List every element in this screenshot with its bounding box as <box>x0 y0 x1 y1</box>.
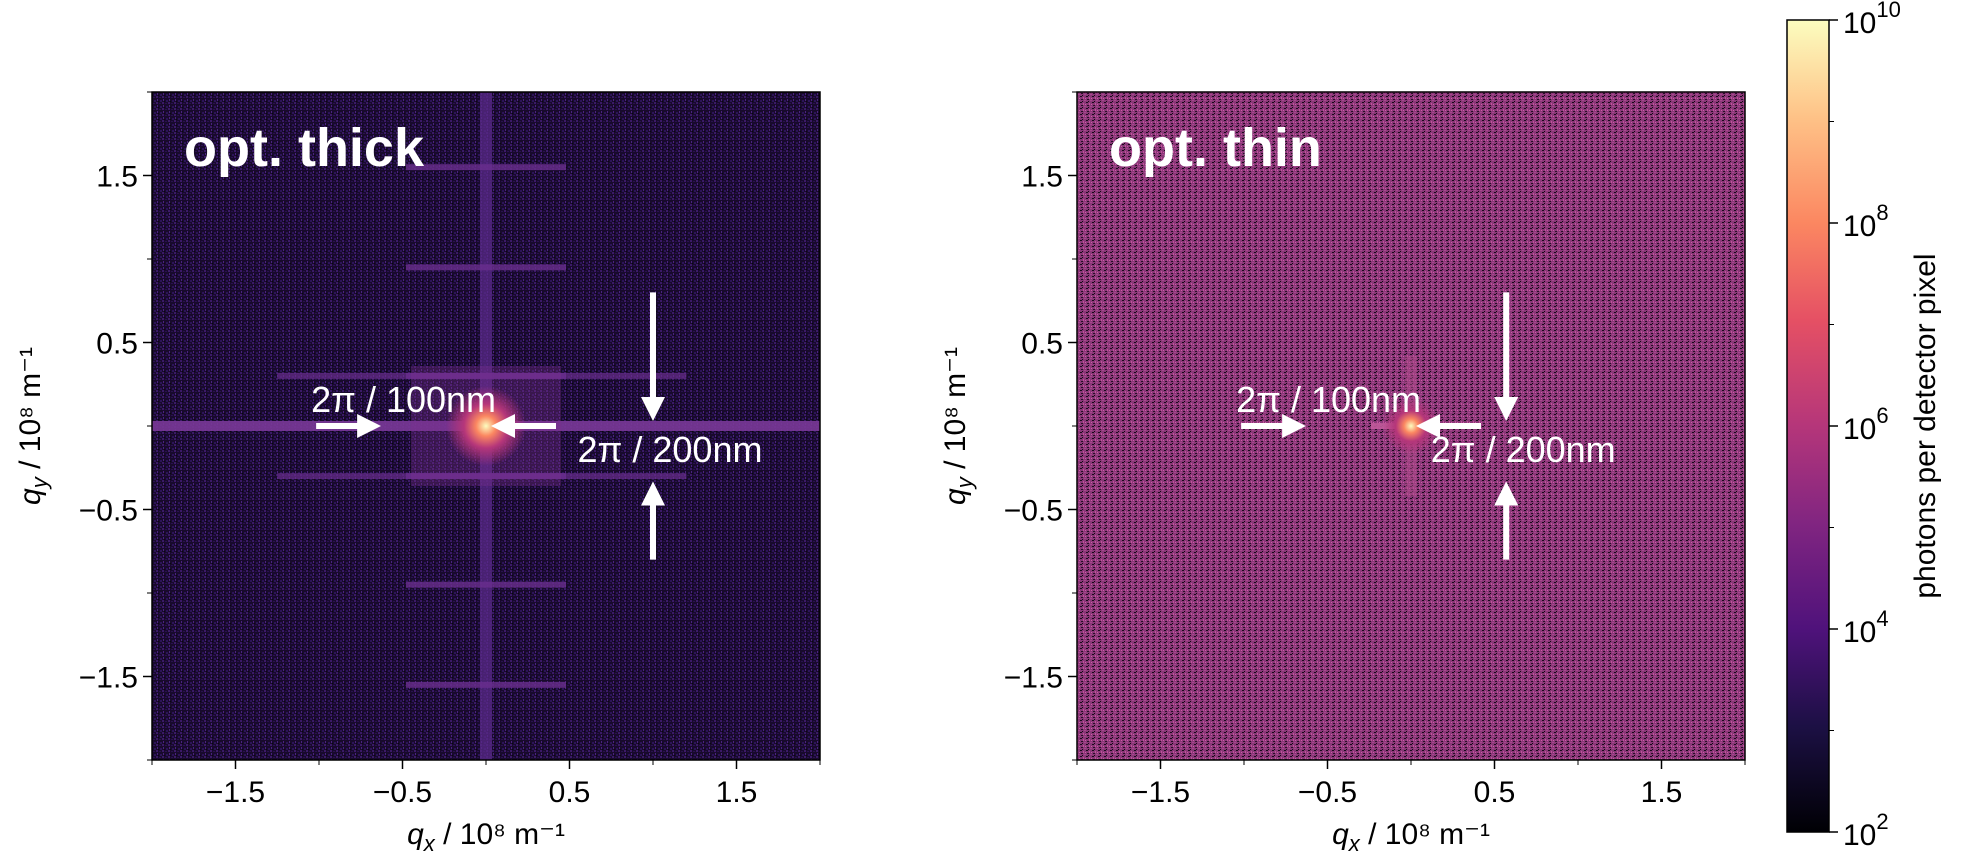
y-tick-label: 1.5 <box>1021 161 1063 194</box>
colorbar: 1010 108 106 104 102 photons per detector pix… <box>1786 0 1942 852</box>
colorbar-tick-label: 104 <box>1843 606 1889 649</box>
y-tick-label: 0.5 <box>96 328 138 361</box>
y-axis-label: qy / 10⁸ m⁻¹ <box>14 347 52 505</box>
colorbar-tick-label: 102 <box>1843 809 1889 852</box>
annotation-200nm: 2π / 200nm <box>1431 429 1616 470</box>
side-streak <box>406 264 566 271</box>
side-streak <box>406 581 566 588</box>
x-tick-label: −0.5 <box>373 776 432 809</box>
colorbar-label: photons per detector pixel <box>1909 253 1942 598</box>
y-tick-label: −0.5 <box>79 495 138 528</box>
colorbar-tick-label: 108 <box>1843 200 1889 243</box>
x-tick-label: 1.5 <box>716 776 758 809</box>
y-tick-label: −1.5 <box>79 662 138 695</box>
x-tick-label: −0.5 <box>1298 776 1357 809</box>
x-tick-label: 1.5 <box>1641 776 1683 809</box>
annotation-100nm: 2π / 100nm <box>1236 379 1421 420</box>
x-tick-label: 0.5 <box>1474 776 1516 809</box>
y-tick-label: −1.5 <box>1004 662 1063 695</box>
x-tick-label: −1.5 <box>1131 776 1190 809</box>
x-tick-label: 0.5 <box>549 776 591 809</box>
side-streak <box>277 473 687 480</box>
x-tick-label: −1.5 <box>206 776 265 809</box>
colorbar-gradient <box>1786 19 1830 833</box>
side-streak <box>406 681 566 688</box>
panel-opt-thick: −1.5 −0.5 0.5 1.5 1.5 0.5 −0.5 −1.5 qx / 10⁸ m⁻¹… <box>14 91 821 854</box>
x-axis-label: qx / 10⁸ m⁻¹ <box>1332 818 1490 854</box>
side-streak <box>406 164 566 171</box>
panel-title: opt. thin <box>1109 118 1322 178</box>
y-tick-label: 0.5 <box>1021 328 1063 361</box>
panel-title: opt. thick <box>184 118 425 178</box>
y-tick-label: −0.5 <box>1004 495 1063 528</box>
y-tick-label: 1.5 <box>96 161 138 194</box>
colorbar-tick-label: 1010 <box>1843 0 1901 40</box>
side-streak <box>277 372 687 379</box>
annotation-200nm: 2π / 200nm <box>578 429 763 470</box>
center-spot <box>446 386 526 466</box>
annotation-100nm: 2π / 100nm <box>311 379 496 420</box>
center-spot <box>1383 398 1439 454</box>
x-axis-label: qx / 10⁸ m⁻¹ <box>407 818 565 854</box>
y-axis-label: qy / 10⁸ m⁻¹ <box>939 347 977 505</box>
panel-opt-thin: −1.5 −0.5 0.5 1.5 1.5 0.5 −0.5 −1.5 qx / 10⁸ m⁻¹… <box>939 91 1746 854</box>
colorbar-tick-label: 106 <box>1843 403 1889 446</box>
